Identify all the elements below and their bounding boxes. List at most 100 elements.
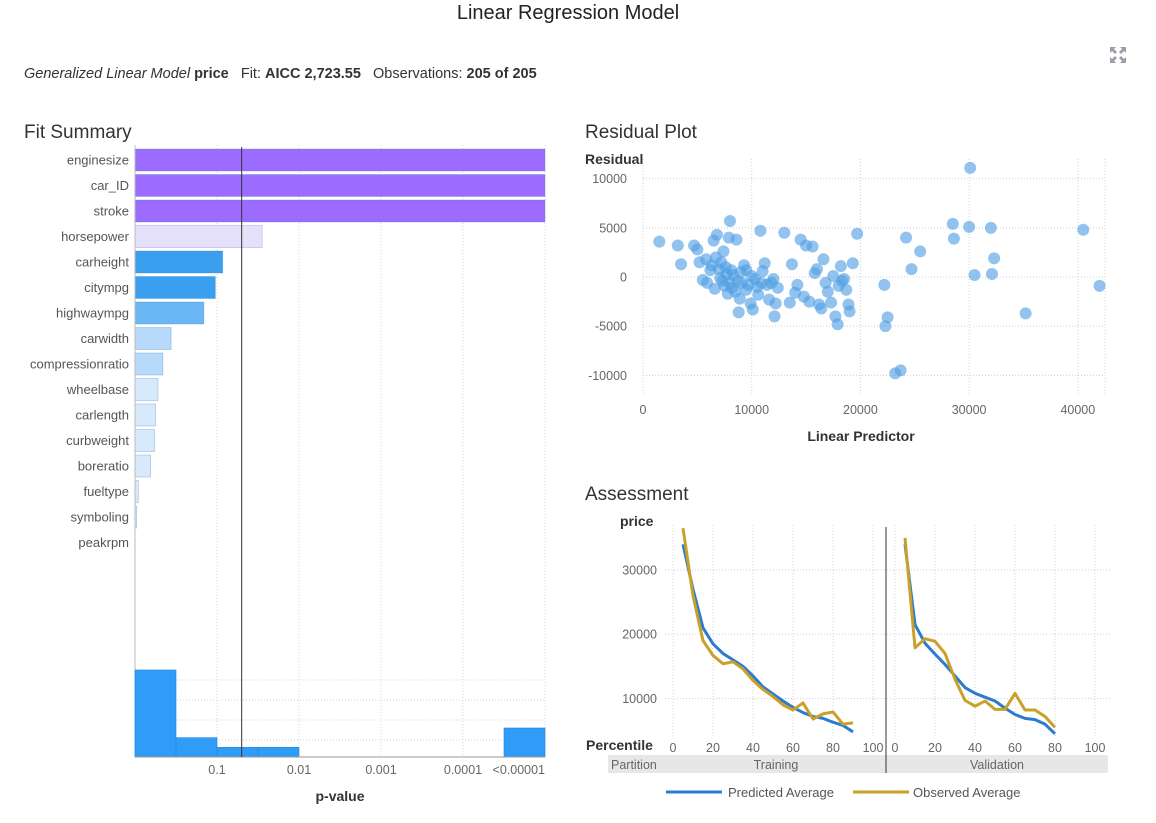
scatter-point bbox=[900, 231, 913, 244]
x-tick-label: 100 bbox=[1085, 741, 1106, 755]
histogram-bar bbox=[175, 737, 218, 758]
x-tick-label: 20 bbox=[706, 741, 720, 755]
scatter-point bbox=[778, 226, 791, 239]
assessment-title: Assessment bbox=[585, 484, 689, 505]
scatter-point bbox=[754, 224, 767, 237]
scatter-point bbox=[708, 282, 721, 295]
bar-car_ID bbox=[134, 174, 546, 197]
scatter-point bbox=[1093, 279, 1106, 292]
scatter-point bbox=[843, 305, 856, 318]
scatter-point bbox=[769, 297, 782, 310]
scatter-point bbox=[834, 260, 847, 273]
x-tick-label: 60 bbox=[786, 741, 800, 755]
y-tick-label: 20000 bbox=[622, 628, 657, 642]
scatter-point bbox=[851, 227, 864, 240]
predicted-line-validation bbox=[903, 544, 1057, 735]
observed-line-validation bbox=[903, 537, 1057, 729]
bar-label-stroke: stroke bbox=[94, 204, 129, 219]
scatter-point bbox=[825, 296, 838, 309]
scatter-point bbox=[752, 288, 765, 301]
fit-value: AICC 2,723.55 bbox=[265, 66, 361, 82]
scatter-point bbox=[746, 303, 759, 316]
bar-label-symboling: symboling bbox=[70, 510, 129, 525]
scatter-point bbox=[768, 310, 781, 323]
scatter-point bbox=[710, 228, 723, 241]
scatter-point bbox=[963, 220, 976, 233]
bar-curbweight bbox=[134, 429, 156, 452]
x-tick-label: 80 bbox=[826, 741, 840, 755]
x-tick-label: <0.00001 bbox=[493, 763, 546, 777]
bar-label-citympg: citympg bbox=[84, 280, 129, 295]
bar-stroke bbox=[134, 199, 546, 223]
scatter-point bbox=[821, 285, 834, 298]
bar-carwidth bbox=[134, 327, 172, 350]
scatter-point bbox=[815, 302, 828, 315]
histogram-bar bbox=[134, 669, 177, 758]
x-tick-label: 100 bbox=[863, 741, 884, 755]
y-axis-title: price bbox=[620, 513, 654, 529]
y-tick-label: 0 bbox=[620, 271, 627, 285]
bar-label-highwaympg: highwaympg bbox=[56, 306, 129, 321]
bar-compressionratio bbox=[134, 352, 164, 376]
observations-value: 205 of 205 bbox=[466, 66, 537, 82]
bar-label-fueltype: fueltype bbox=[83, 484, 129, 499]
assessment-chart: price 10000 20000 30000 0 20 40 60 80 100 0 20 40 60 8… bbox=[586, 513, 1110, 800]
partition-validation-label: Validation bbox=[970, 758, 1024, 772]
x-tick-label: 40000 bbox=[1060, 403, 1095, 417]
bar-label-carheight: carheight bbox=[76, 255, 130, 270]
response-variable: price bbox=[194, 66, 229, 82]
observed-line-training bbox=[681, 527, 854, 726]
x-axis-title: p-value bbox=[315, 788, 364, 804]
residual-plot-title: Residual Plot bbox=[585, 122, 697, 143]
model-type: Generalized Linear Model bbox=[24, 66, 191, 82]
scatter-point bbox=[783, 296, 796, 309]
bar-carheight bbox=[134, 250, 224, 274]
x-tick-label: 40 bbox=[746, 741, 760, 755]
observations-label: Observations: bbox=[373, 66, 463, 82]
scatter-point bbox=[1077, 223, 1090, 236]
x-tick-label: 0.01 bbox=[287, 763, 311, 777]
x-tick-label: 0.001 bbox=[365, 763, 396, 777]
histogram-bar bbox=[503, 727, 546, 758]
y-tick-label: 10000 bbox=[622, 692, 657, 706]
x-axis-title: Linear Predictor bbox=[807, 428, 915, 444]
scatter-point bbox=[840, 283, 853, 296]
scatter-point bbox=[723, 214, 736, 227]
bar-citympg bbox=[134, 276, 216, 299]
y-axis-title: Residual bbox=[585, 151, 643, 167]
x-axis-title: Percentile bbox=[586, 737, 653, 753]
expand-icon[interactable] bbox=[1108, 45, 1128, 65]
scatter-point bbox=[838, 272, 851, 285]
bar-label-wheelbase: wheelbase bbox=[66, 382, 129, 397]
scatter-point bbox=[894, 364, 907, 377]
scatter-point bbox=[717, 245, 730, 258]
y-tick-label: -10000 bbox=[588, 369, 627, 383]
scatter-point bbox=[1019, 307, 1032, 320]
bar-label-curbweight: curbweight bbox=[66, 433, 129, 448]
x-tick-label: 0 bbox=[640, 403, 647, 417]
scatter-point bbox=[758, 257, 771, 270]
x-tick-label: 30000 bbox=[952, 403, 987, 417]
bar-label-peakrpm: peakrpm bbox=[78, 535, 129, 550]
scatter-point bbox=[733, 292, 746, 305]
scatter-point bbox=[730, 233, 743, 246]
bar-label-boreratio: boreratio bbox=[78, 459, 129, 474]
predicted-line-training bbox=[681, 543, 854, 734]
x-tick-label: 0.1 bbox=[208, 763, 225, 777]
scatter-point bbox=[675, 258, 688, 271]
scatter-point bbox=[810, 263, 823, 276]
scatter-point bbox=[881, 311, 894, 324]
scatter-point bbox=[914, 245, 927, 258]
bar-label-compressionratio: compressionratio bbox=[30, 357, 129, 372]
partition-training-label: Training bbox=[754, 758, 799, 772]
scatter-point bbox=[806, 240, 819, 253]
scatter-point bbox=[817, 253, 830, 266]
bar-boreratio bbox=[134, 454, 151, 478]
x-tick-label: 20000 bbox=[843, 403, 878, 417]
x-tick-label: 0 bbox=[892, 741, 899, 755]
bar-carlength bbox=[134, 403, 156, 427]
x-tick-label: 80 bbox=[1048, 741, 1062, 755]
bar-label-enginesize: enginesize bbox=[67, 153, 129, 168]
scatter-point bbox=[846, 257, 859, 270]
